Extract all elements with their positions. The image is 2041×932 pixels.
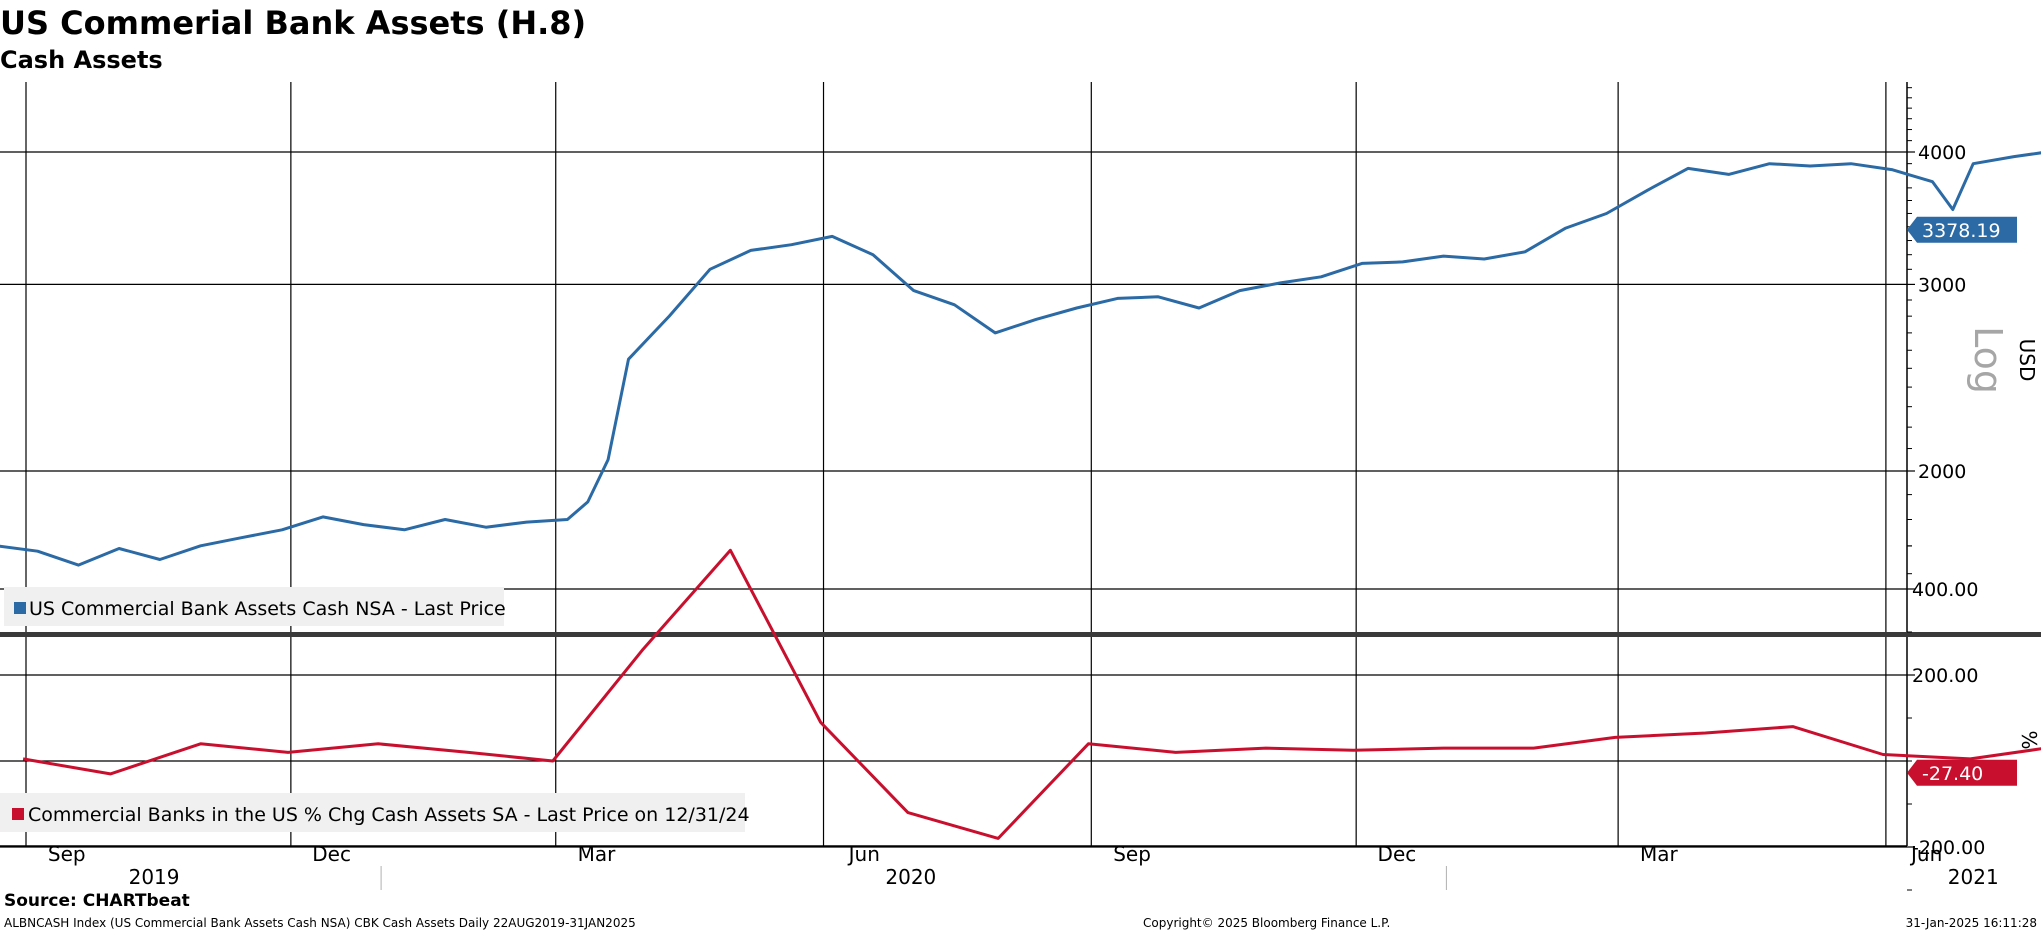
legend-lower: Commercial Banks in the US % Chg Cash As… bbox=[0, 793, 750, 832]
legend-upper-label: US Commercial Bank Assets Cash NSA - Las… bbox=[29, 598, 506, 620]
x-year-label: 2020 bbox=[885, 865, 936, 889]
x-month-label: Dec bbox=[1378, 842, 1417, 866]
last-value-label-upper: 3378.19 bbox=[1922, 220, 2001, 242]
lower-y-tick-label: 400.00 bbox=[1912, 579, 1978, 601]
legend-lower-background bbox=[0, 793, 745, 832]
upper-y-tick-label: 3000 bbox=[1918, 274, 1966, 296]
upper-y-axis-label: USD bbox=[2015, 339, 2039, 382]
x-year-label: 2019 bbox=[129, 865, 180, 889]
upper-y-ticks: 2000 3000 4000 bbox=[1907, 87, 1966, 575]
lower-y-axis-label: % bbox=[2017, 730, 2041, 749]
vertical-gridlines bbox=[25, 82, 1887, 846]
legend-upper-swatch bbox=[14, 602, 26, 614]
last-value-tag-lower-shape bbox=[1907, 759, 2017, 786]
x-month-label: Jun bbox=[1909, 842, 1942, 866]
x-month-label: Sep bbox=[48, 842, 86, 866]
series-cash-assets-nsa-line bbox=[0, 151, 2041, 567]
x-axis-labels: SepDecMarJunSepDecMarJunSepDecMarJunSepD… bbox=[48, 842, 1999, 890]
x-month-label: Sep bbox=[1113, 842, 1151, 866]
panel-separator bbox=[0, 632, 2041, 637]
last-value-tag-upper: 3378.19 bbox=[1907, 216, 2017, 243]
upper-horizontal-gridlines bbox=[0, 151, 1907, 472]
chart-title: US Commerial Bank Assets (H.8) bbox=[0, 4, 586, 42]
x-month-label: Dec bbox=[312, 842, 351, 866]
series-pct-chg-cash-assets-line bbox=[22, 548, 2041, 840]
last-value-tag-upper-shape bbox=[1907, 216, 2017, 243]
upper-y-tick-label: 4000 bbox=[1918, 142, 1966, 164]
legend-lower-swatch bbox=[12, 808, 24, 820]
lower-horizontal-gridlines bbox=[0, 588, 1907, 848]
footer-timestamp: 31-Jan-2025 16:11:28 bbox=[1906, 916, 2037, 930]
legend-upper-background bbox=[4, 587, 504, 626]
x-month-label: Mar bbox=[1640, 842, 1679, 866]
log-scale-label: Log bbox=[1966, 326, 2010, 394]
source-label: Source: CHARTbeat bbox=[4, 891, 190, 911]
last-value-label-lower: -27.40 bbox=[1922, 763, 1983, 785]
last-value-tag-lower: -27.40 bbox=[1907, 759, 2017, 786]
x-month-label: Jun bbox=[847, 842, 880, 866]
x-month-label: Mar bbox=[578, 842, 617, 866]
legend-upper: US Commercial Bank Assets Cash NSA - Las… bbox=[4, 587, 506, 626]
x-year-label: 2021 bbox=[1948, 865, 1999, 889]
legend-lower-label: Commercial Banks in the US % Chg Cash As… bbox=[28, 804, 750, 826]
upper-y-tick-label: 2000 bbox=[1918, 461, 1966, 483]
footer-description: ALBNCASH Index (US Commercial Bank Asset… bbox=[4, 916, 636, 930]
chart-subtitle: Cash Assets bbox=[0, 46, 163, 74]
lower-y-tick-label: 200.00 bbox=[1912, 665, 1978, 687]
lower-y-ticks: -200.00 200.00 400.00 bbox=[1907, 545, 1985, 891]
footer-copyright: Copyright© 2025 Bloomberg Finance L.P. bbox=[1143, 916, 1390, 930]
lower-y-tick-label: -200.00 bbox=[1912, 837, 1985, 859]
